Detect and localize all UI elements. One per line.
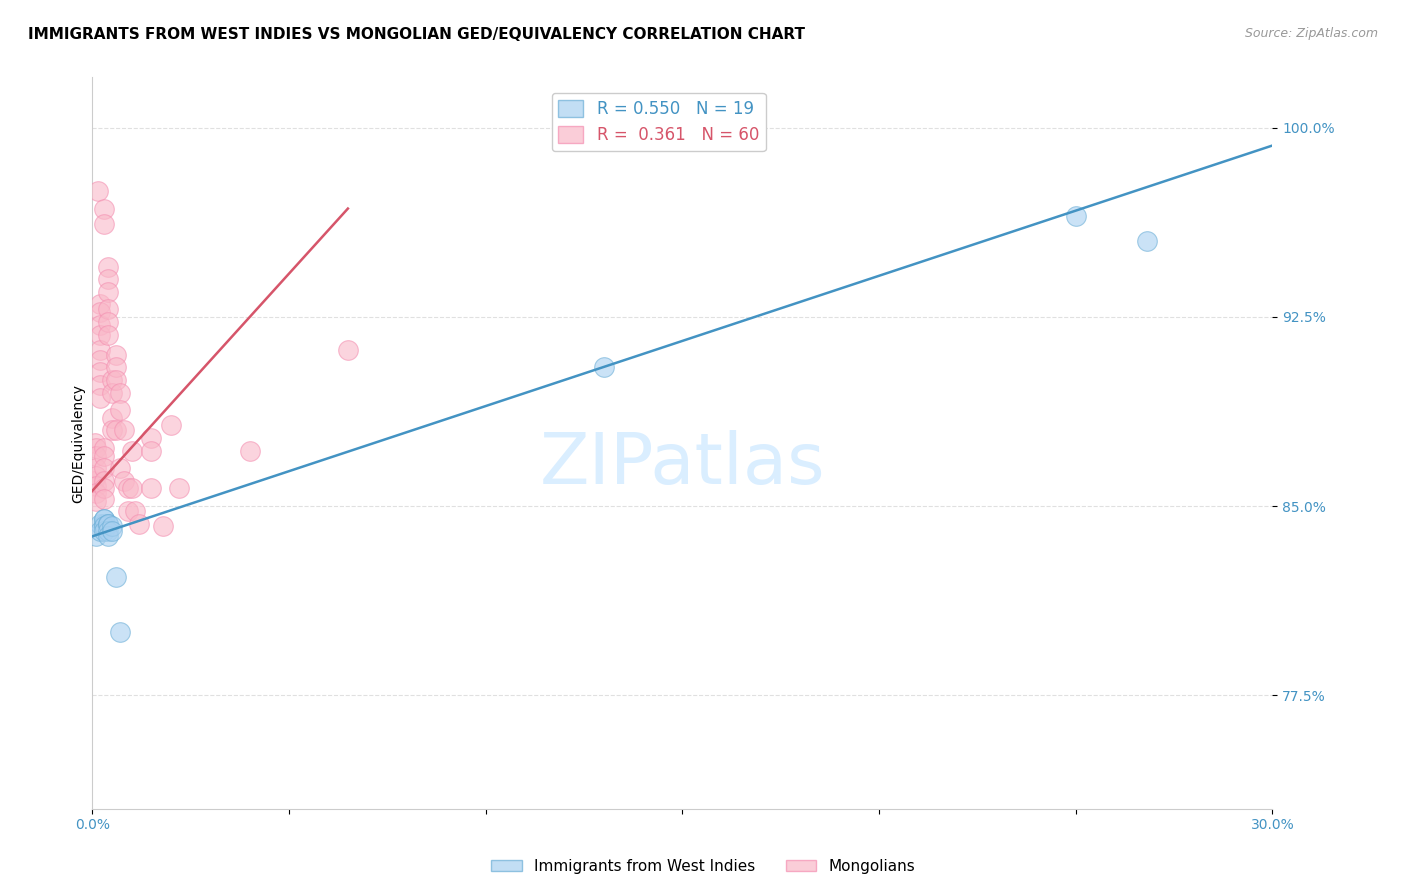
Point: [84, 468, 107, 483]
Point: [128, 516, 150, 531]
Point: [592, 360, 614, 375]
Point: [160, 418, 183, 433]
Point: [89, 516, 111, 531]
Y-axis label: GED/Equivalency: GED/Equivalency: [72, 384, 86, 502]
Point: [97, 260, 120, 274]
Point: [108, 625, 131, 640]
Point: [97, 516, 120, 531]
Point: [84, 494, 107, 508]
Point: [97, 315, 120, 329]
Point: [97, 516, 120, 531]
Point: [104, 424, 127, 438]
Point: [93, 524, 115, 539]
Point: [93, 202, 115, 216]
Point: [101, 385, 124, 400]
Point: [84, 461, 107, 475]
Point: [89, 391, 111, 405]
Point: [141, 482, 163, 496]
Point: [108, 461, 131, 475]
Point: [89, 297, 111, 311]
Point: [83, 474, 105, 488]
Point: [93, 516, 115, 531]
Point: [84, 449, 107, 463]
Point: [238, 443, 260, 458]
Point: [93, 519, 115, 533]
Point: [101, 424, 124, 438]
Point: [141, 443, 163, 458]
Point: [89, 352, 111, 367]
Point: [104, 373, 127, 387]
Text: Source: ZipAtlas.com: Source: ZipAtlas.com: [1244, 27, 1378, 40]
Point: [97, 285, 120, 299]
Point: [97, 272, 120, 286]
Point: [93, 449, 115, 463]
Point: [89, 327, 111, 342]
Point: [93, 461, 115, 475]
Point: [104, 348, 127, 362]
Point: [93, 482, 115, 496]
Point: [108, 385, 131, 400]
Point: [97, 524, 120, 539]
Legend: R = 0.550   N = 19, R =  0.361   N = 60: R = 0.550 N = 19, R = 0.361 N = 60: [551, 93, 766, 151]
Point: [97, 302, 120, 317]
Point: [112, 424, 135, 438]
Point: [89, 378, 111, 392]
Point: [84, 479, 107, 493]
Point: [97, 327, 120, 342]
Point: [108, 403, 131, 417]
Point: [152, 519, 174, 533]
Point: [93, 474, 115, 488]
Point: [93, 441, 115, 455]
Point: [89, 366, 111, 380]
Point: [101, 410, 124, 425]
Point: [101, 519, 124, 533]
Point: [104, 570, 127, 584]
Legend: Immigrants from West Indies, Mongolians: Immigrants from West Indies, Mongolians: [485, 853, 921, 880]
Point: [101, 524, 124, 539]
Point: [117, 504, 139, 518]
Point: [84, 436, 107, 450]
Point: [112, 474, 135, 488]
Point: [104, 360, 127, 375]
Text: ZIPatlas: ZIPatlas: [540, 431, 825, 500]
Point: [117, 482, 139, 496]
Point: [97, 529, 120, 543]
Text: IMMIGRANTS FROM WEST INDIES VS MONGOLIAN GED/EQUIVALENCY CORRELATION CHART: IMMIGRANTS FROM WEST INDIES VS MONGOLIAN…: [28, 27, 806, 42]
Point: [141, 431, 163, 445]
Point: [89, 343, 111, 357]
Point: [89, 318, 111, 332]
Point: [89, 305, 111, 319]
Point: [124, 504, 146, 518]
Point: [1064, 209, 1087, 223]
Point: [93, 512, 115, 526]
Point: [121, 482, 143, 496]
Point: [89, 524, 111, 539]
Point: [121, 443, 143, 458]
Point: [101, 373, 124, 387]
Point: [84, 529, 107, 543]
Point: [84, 441, 107, 455]
Point: [93, 491, 115, 506]
Point: [167, 482, 190, 496]
Point: [336, 343, 359, 357]
Point: [93, 512, 115, 526]
Point: [87, 184, 110, 198]
Point: [1135, 235, 1157, 249]
Point: [84, 486, 107, 500]
Point: [93, 217, 115, 231]
